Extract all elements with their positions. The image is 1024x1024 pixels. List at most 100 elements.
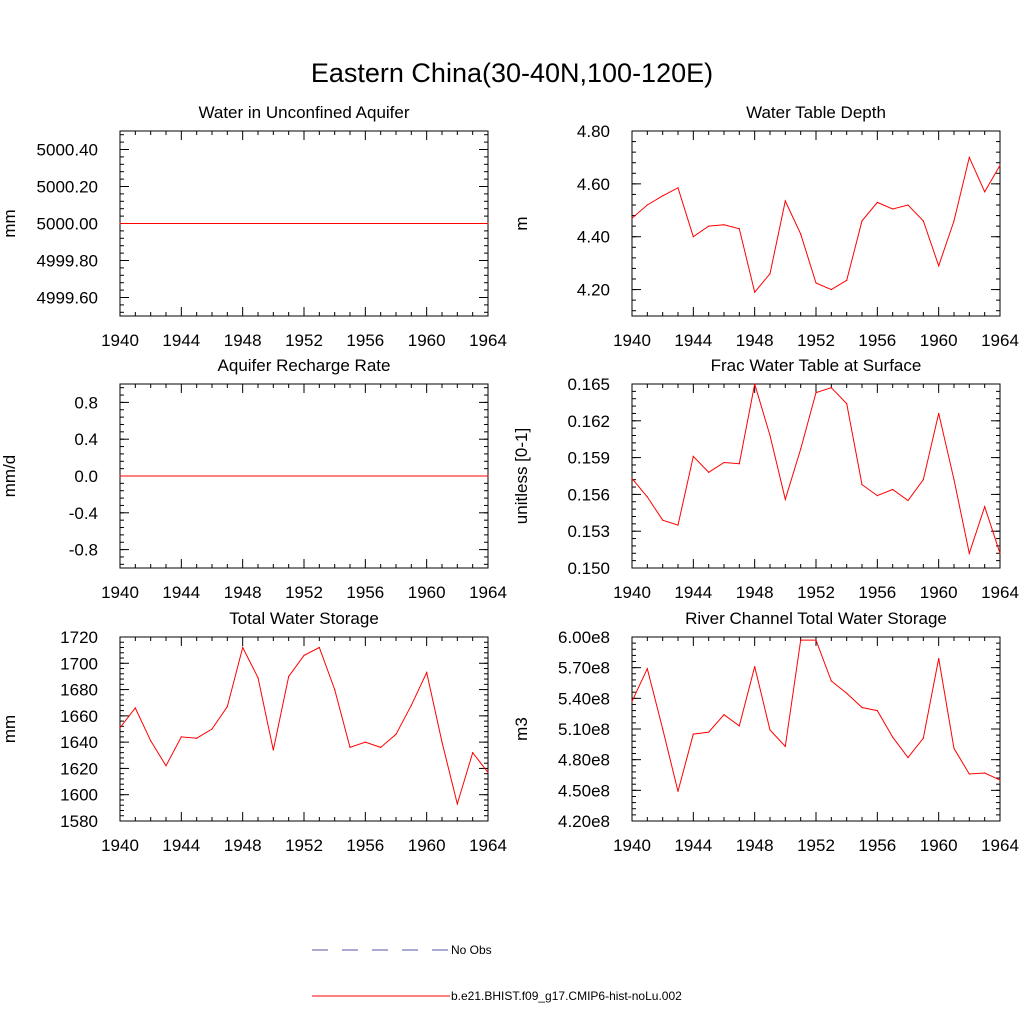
- data-point: [784, 200, 786, 202]
- data-point: [708, 731, 710, 733]
- data-point: [487, 771, 489, 773]
- x-tick-label: 1964: [469, 583, 507, 602]
- x-tick-label: 1956: [858, 331, 896, 350]
- data-point: [318, 646, 320, 649]
- x-tick-label: 1960: [408, 331, 446, 350]
- data-point: [876, 495, 878, 497]
- x-tick-label: 1956: [346, 583, 384, 602]
- main-title: Eastern China(30-40N,100-120E): [311, 58, 713, 88]
- y-tick-label: 1640: [60, 733, 98, 752]
- y-tick-label: 0.0: [74, 467, 98, 486]
- y-tick-label: 0.150: [567, 559, 610, 578]
- legend: No Obs b.e21.BHIST.f09_g17.CMIP6-hist-no…: [312, 943, 682, 1003]
- data-point: [631, 217, 633, 219]
- data-point: [441, 741, 443, 743]
- data-point: [692, 236, 694, 238]
- y-tick-label: 1600: [60, 786, 98, 805]
- x-tick-label: 1964: [981, 836, 1019, 855]
- x-tick-label: 1952: [797, 836, 835, 855]
- data-point: [410, 704, 412, 706]
- series-line: [631, 155, 1001, 294]
- y-tick-label: 4.80e8: [558, 751, 610, 770]
- x-tick-label: 1948: [224, 331, 262, 350]
- panel-water-in-unconfined-aquifer: Water in Unconfined Aquifer mm 1940 1944 194…: [0, 103, 507, 350]
- data-point: [196, 737, 198, 739]
- data-point: [999, 164, 1001, 166]
- y-axis-label: m: [512, 216, 531, 230]
- x-tick-label: 1964: [981, 331, 1019, 350]
- data-point: [876, 201, 878, 203]
- data-point: [677, 524, 679, 526]
- plot-frame: [631, 636, 1001, 822]
- y-tick-label: 4.50e8: [558, 781, 610, 800]
- x-tick-label: 1960: [920, 583, 958, 602]
- data-point: [738, 228, 740, 230]
- x-tick-label: 1952: [797, 331, 835, 350]
- data-point: [769, 273, 771, 275]
- x-tick-label: 1952: [285, 836, 323, 855]
- data-point: [662, 195, 664, 197]
- data-point: [456, 803, 458, 805]
- y-axis-label: m3: [512, 717, 531, 741]
- y-tick-label: 1620: [60, 759, 98, 778]
- panel-title: Frac Water Table at Surface: [711, 356, 922, 375]
- data-point: [662, 519, 664, 521]
- plot-frame: [631, 383, 1001, 569]
- y-tick-label: -0.8: [69, 541, 98, 560]
- y-tick-label: 0.8: [74, 393, 98, 412]
- data-point: [892, 736, 894, 738]
- data-point: [723, 461, 725, 464]
- data-point: [303, 654, 305, 657]
- y-axis-label: mm: [0, 715, 19, 743]
- x-tick-label: 1964: [469, 836, 507, 855]
- data-point: [272, 749, 274, 751]
- data-point: [150, 740, 152, 742]
- data-point: [846, 692, 848, 694]
- y-tick-label: 0.162: [567, 412, 610, 431]
- series-line: [119, 646, 489, 806]
- data-point: [692, 455, 694, 457]
- x-tick-label: 1940: [613, 331, 651, 350]
- data-point: [784, 498, 786, 500]
- x-tick-label: 1956: [858, 836, 896, 855]
- data-point: [984, 772, 986, 774]
- data-point: [754, 291, 756, 293]
- legend-model-label: b.e21.BHIST.f09_g17.CMIP6-hist-noLu.002: [451, 989, 682, 1003]
- panel-total-water-storage: Total Water Storage mm 1940 1944 1948 1952 195…: [0, 609, 507, 855]
- data-point: [999, 779, 1001, 781]
- series-line: [631, 639, 1001, 792]
- data-point: [846, 279, 848, 281]
- panel-title: Aquifer Recharge Rate: [218, 356, 391, 375]
- data-point: [723, 714, 725, 716]
- y-axis-label: unitless [0-1]: [512, 428, 531, 524]
- data-point: [800, 639, 802, 641]
- data-point: [984, 191, 986, 193]
- data-point: [984, 506, 986, 508]
- data-point: [968, 552, 970, 554]
- data-point: [907, 757, 909, 759]
- data-point: [334, 688, 336, 691]
- data-point: [800, 233, 802, 235]
- y-tick-label: 1660: [60, 707, 98, 726]
- x-tick-label: 1964: [469, 331, 507, 350]
- x-tick-label: 1960: [920, 331, 958, 350]
- data-point: [646, 496, 648, 498]
- y-tick-label: 4999.80: [37, 252, 98, 271]
- x-tick-label: 1948: [736, 583, 774, 602]
- data-point: [119, 222, 121, 225]
- data-point: [426, 671, 428, 674]
- x-tick-label: 1944: [674, 583, 712, 602]
- panel-water-table-depth: Water Table Depth m 1940 1944 1948 1952 1956 19…: [512, 103, 1019, 350]
- data-point: [487, 475, 489, 477]
- data-point: [922, 479, 924, 481]
- y-tick-label: 6.00e8: [558, 628, 610, 647]
- y-tick-label: 5000.20: [37, 178, 98, 197]
- data-point: [380, 746, 382, 749]
- y-tick-label: 0.165: [567, 375, 610, 394]
- x-tick-label: 1944: [674, 836, 712, 855]
- y-axis-label: mm: [0, 209, 19, 237]
- x-tick-label: 1952: [285, 331, 323, 350]
- data-point: [815, 639, 817, 641]
- x-tick-label: 1948: [736, 331, 774, 350]
